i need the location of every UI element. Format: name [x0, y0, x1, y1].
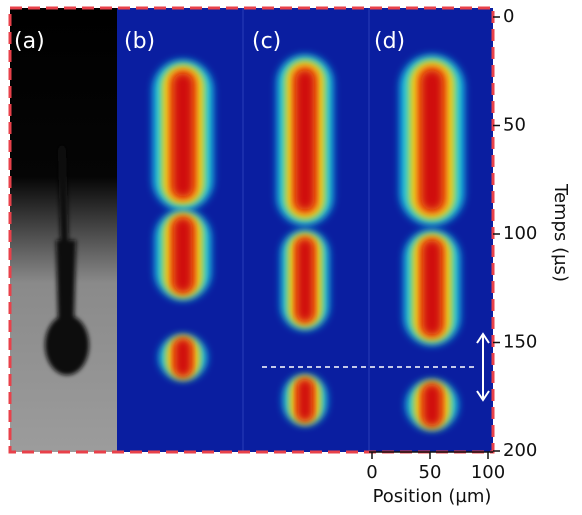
jet-segment: [296, 70, 314, 210]
jet-segment: [175, 339, 191, 376]
panel-label: (a): [14, 29, 45, 54]
y-tick-label: 100: [503, 223, 537, 244]
y-tick-label: 50: [503, 115, 526, 136]
jet-segment: [297, 239, 313, 321]
frame: [8, 6, 495, 454]
y-tick-label: 0: [503, 6, 514, 27]
droplet: [45, 145, 89, 375]
jet-segment: [297, 379, 313, 421]
jets: [153, 55, 464, 430]
jet-segment: [174, 218, 192, 292]
x-tick-label: 0: [366, 462, 377, 483]
jet-segment: [423, 384, 441, 426]
x-axis-label: Position (µm): [373, 486, 492, 507]
x-tick-label: 50: [419, 462, 442, 483]
y-axis-label: Temps (µs): [550, 183, 571, 282]
x-tick-label: 100: [471, 462, 505, 483]
panel-label: (c): [252, 29, 281, 54]
y-tick-label: 150: [503, 332, 537, 353]
y-tick-label: 200: [503, 440, 537, 461]
jet-segment: [423, 240, 441, 335]
panel-label: (d): [374, 29, 405, 54]
double-arrow: [476, 332, 490, 402]
jet-segment: [173, 73, 193, 197]
jet-segment: [421, 70, 443, 210]
panel-label: (b): [124, 29, 155, 54]
